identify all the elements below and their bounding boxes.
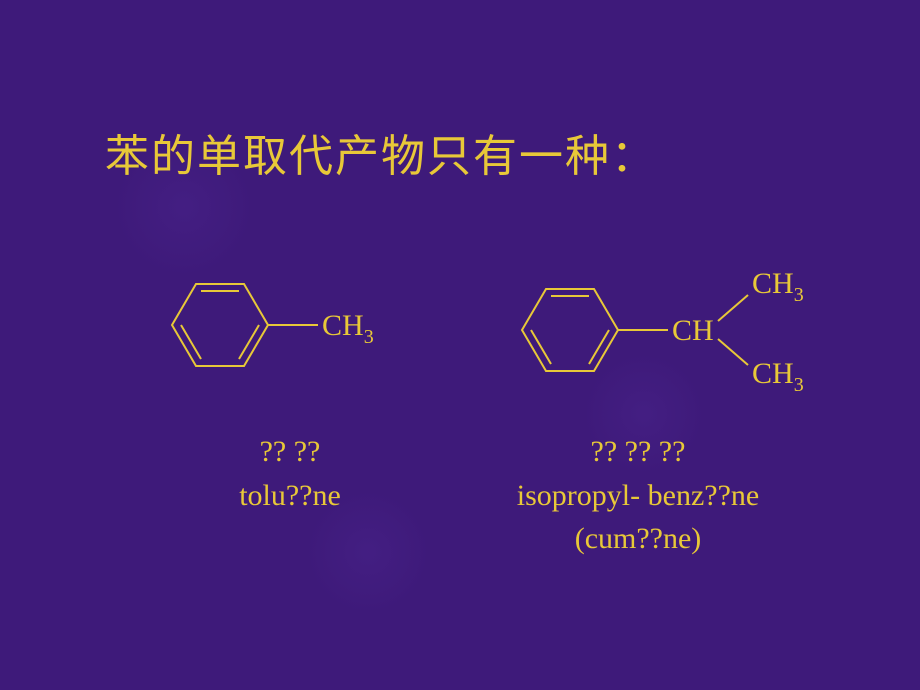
- molecule-toluene: CH3: [150, 255, 400, 405]
- caption-line: isopropyl- benz??ne: [478, 474, 798, 518]
- ring-bond: [589, 330, 609, 364]
- ring-bond: [181, 325, 201, 359]
- caption-line: (cum??ne): [478, 517, 798, 561]
- ch-label: CH: [672, 314, 714, 347]
- caption-toluene: ?? ?? tolu??ne: [180, 430, 400, 517]
- slide-title: 苯的单取代产物只有一种：: [105, 120, 657, 184]
- benzene-ring-outer: [172, 284, 268, 366]
- ch3-label: CH3: [322, 309, 374, 348]
- cumene-svg: CH CH3 CH3: [500, 255, 840, 415]
- ch3-top-label: CH3: [752, 267, 804, 306]
- caption-line: tolu??ne: [180, 474, 400, 518]
- molecule-row: CH3 CH CH3 CH3: [0, 255, 920, 425]
- ch3-bot-label: CH3: [752, 357, 804, 396]
- caption-line: ?? ?? ??: [478, 430, 798, 474]
- caption-cumene: ?? ?? ?? isopropyl- benz??ne (cum??ne): [478, 430, 798, 561]
- ring-bond: [531, 330, 551, 364]
- ch-ch3-bond-top: [718, 295, 748, 321]
- ch-ch3-bond-bot: [718, 339, 748, 365]
- molecule-cumene: CH CH3 CH3: [500, 255, 840, 415]
- caption-line: ?? ??: [180, 430, 400, 474]
- ring-bond: [239, 325, 259, 359]
- benzene-ring-outer: [522, 289, 618, 371]
- toluene-svg: CH3: [150, 255, 400, 405]
